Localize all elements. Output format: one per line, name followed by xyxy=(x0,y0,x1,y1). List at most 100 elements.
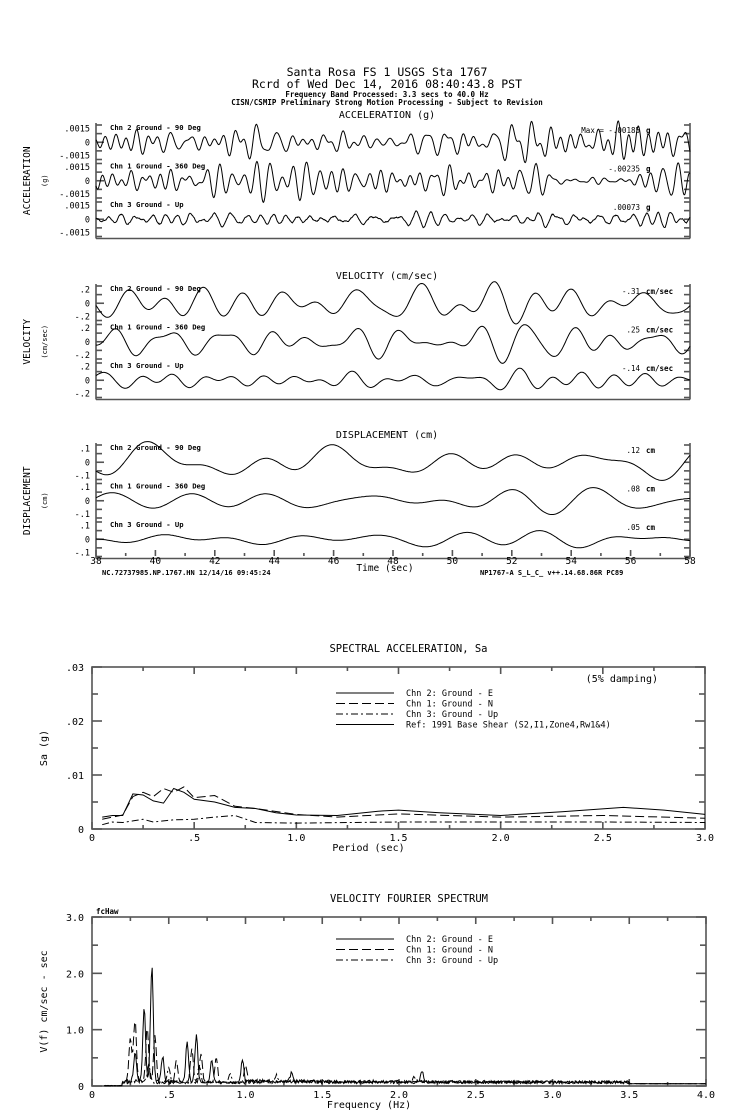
panel-acceleration: ACCELERATION (g) ACCELERATION (g) .0015 0 -.0… xyxy=(22,110,691,240)
panel-title: DISPLACEMENT (cm) xyxy=(336,430,438,441)
chart-title: SPECTRAL ACCELERATION, Sa xyxy=(329,643,487,655)
x-tick-label: 4.0 xyxy=(697,1090,715,1101)
waveform-trace xyxy=(95,120,691,164)
y-tick-label: 0 xyxy=(85,215,90,225)
y-tick-label: -.1 xyxy=(75,510,90,520)
time-series-panels: ACCELERATION (g) ACCELERATION (g) .0015 0 -.0… xyxy=(22,110,691,560)
time-axis: Time (sec) NC.72737985.NP.1767.HN 12/14/… xyxy=(90,550,696,577)
y-axis-label: V(f) cm/sec - sec xyxy=(39,950,50,1052)
x-axis-label: Frequency (Hz) xyxy=(327,1100,411,1111)
channel-label: Chn 3 Ground - Up xyxy=(110,361,184,370)
y-axis-label: Sa (g) xyxy=(39,730,50,766)
y-tick-label: .02 xyxy=(66,717,84,728)
header: Santa Rosa FS 1 USGS Sta 1767 Rcrd of We… xyxy=(231,65,543,107)
peak-value: Max = -.00185 xyxy=(581,126,640,135)
x-tick-label: 2.5 xyxy=(467,1090,485,1101)
y-axis-unit: (cm) xyxy=(41,492,49,509)
sa-series-line xyxy=(102,787,706,818)
waveform-trace xyxy=(95,281,691,325)
x-tick-label: 1.0 xyxy=(287,833,305,844)
y-tick-label: -.0015 xyxy=(59,229,90,239)
y-tick-label: 0 xyxy=(78,825,84,836)
y-tick-label: 0 xyxy=(85,338,90,348)
fourier-series-line xyxy=(104,1063,706,1087)
plot-frame xyxy=(91,666,706,830)
y-tick-label: 0 xyxy=(85,177,90,187)
waveform-trace xyxy=(95,210,691,229)
peak-unit: cm xyxy=(646,446,656,455)
y-tick-label: 0 xyxy=(85,299,90,309)
x-tick-label: .5 xyxy=(188,833,200,844)
damping-annotation: (5% damping) xyxy=(586,674,658,685)
peak-unit: g xyxy=(646,203,651,212)
peak-value: -.00235 xyxy=(608,165,640,174)
legend-label: Chn 2: Ground - E xyxy=(406,689,493,699)
x-axis-label: Period (sec) xyxy=(332,843,404,854)
y-tick-label: .1 xyxy=(80,445,90,455)
y-tick-label: .01 xyxy=(66,771,84,782)
y-axis-unit: (cm/sec) xyxy=(41,325,49,359)
x-tick-label: 2.0 xyxy=(492,833,510,844)
time-tick-label: 56 xyxy=(625,556,637,567)
legend-label: Chn 3: Ground - Up xyxy=(406,710,498,720)
y-tick-label: .2 xyxy=(80,324,90,334)
y-tick-label: .2 xyxy=(80,363,90,373)
fourier-series-line xyxy=(104,967,706,1087)
x-tick-label: 2.5 xyxy=(594,833,612,844)
y-tick-label: 0 xyxy=(85,458,90,468)
x-tick-label: 2.0 xyxy=(390,1090,408,1101)
peak-value: -.14 xyxy=(622,364,641,373)
panel-title: ACCELERATION (g) xyxy=(339,110,435,121)
time-tick-label: 44 xyxy=(268,556,280,567)
y-axis-label: ACCELERATION xyxy=(22,146,33,215)
peak-unit: g xyxy=(646,126,651,135)
footer-right: NP1767-A S_L_C_ v++.14.68.86R PC89 xyxy=(480,569,623,577)
channel-label: Chn 3 Ground - Up xyxy=(110,520,184,529)
x-tick-label: 3.0 xyxy=(696,833,714,844)
y-axis-label: VELOCITY xyxy=(22,319,33,365)
y-tick-label: .0015 xyxy=(64,202,90,212)
y-tick-label: -.0015 xyxy=(59,152,90,162)
peak-value: -.31 xyxy=(622,287,640,296)
fourier-series-line xyxy=(104,1020,706,1087)
waveform-trace xyxy=(95,487,691,515)
y-tick-label: -.1 xyxy=(75,472,90,482)
y-tick-label: -.2 xyxy=(75,313,90,323)
chart-title: VELOCITY FOURIER SPECTRUM xyxy=(330,893,488,905)
y-tick-label: 2.0 xyxy=(66,969,84,980)
y-tick-label: 0 xyxy=(85,535,90,545)
record-time: Rcrd of Wed Dec 14, 2016 08:40:43.8 PST xyxy=(252,77,522,91)
waveform-trace xyxy=(95,367,691,391)
x-tick-label: 0 xyxy=(89,833,95,844)
legend-label: Chn 2: Ground - E xyxy=(406,935,493,945)
velocity-fourier-chart: VELOCITY FOURIER SPECTRUM Frequency (Hz) 0… xyxy=(39,893,715,1111)
x-tick-label: 3.0 xyxy=(543,1090,561,1101)
time-tick-label: 54 xyxy=(565,556,577,567)
y-tick-label: 3.0 xyxy=(66,913,84,924)
legend-label: Chn 1: Ground - N xyxy=(406,700,493,710)
time-tick-label: 50 xyxy=(447,556,459,567)
channel-label: Chn 3 Ground - Up xyxy=(110,200,184,209)
peak-unit: cm xyxy=(646,523,656,532)
x-tick-label: 3.5 xyxy=(620,1090,638,1101)
peak-value: .12 xyxy=(626,446,640,455)
peak-value: .25 xyxy=(626,326,640,335)
time-tick-label: 42 xyxy=(209,556,220,567)
y-tick-label: .1 xyxy=(80,483,90,493)
time-tick-label: 52 xyxy=(506,556,517,567)
y-tick-label: .0015 xyxy=(64,125,90,135)
y-tick-label: -.1 xyxy=(75,549,90,559)
time-tick-label: 46 xyxy=(328,556,340,567)
frequency-band: Frequency Band Processed: 3.3 secs to 40… xyxy=(285,90,488,99)
time-tick-label: 48 xyxy=(387,556,399,567)
channel-label: Chn 1 Ground - 360 Deg xyxy=(110,323,205,332)
x-tick-label: 1.0 xyxy=(236,1090,254,1101)
y-tick-label: .1 xyxy=(80,522,90,532)
y-tick-label: -.2 xyxy=(75,351,90,361)
peak-unit: cm/sec xyxy=(646,287,673,296)
y-tick-label: 0 xyxy=(85,138,90,148)
y-tick-label: 1.0 xyxy=(66,1026,84,1037)
corner-label: fcHaw xyxy=(96,907,119,916)
peak-unit: cm/sec xyxy=(646,364,673,373)
